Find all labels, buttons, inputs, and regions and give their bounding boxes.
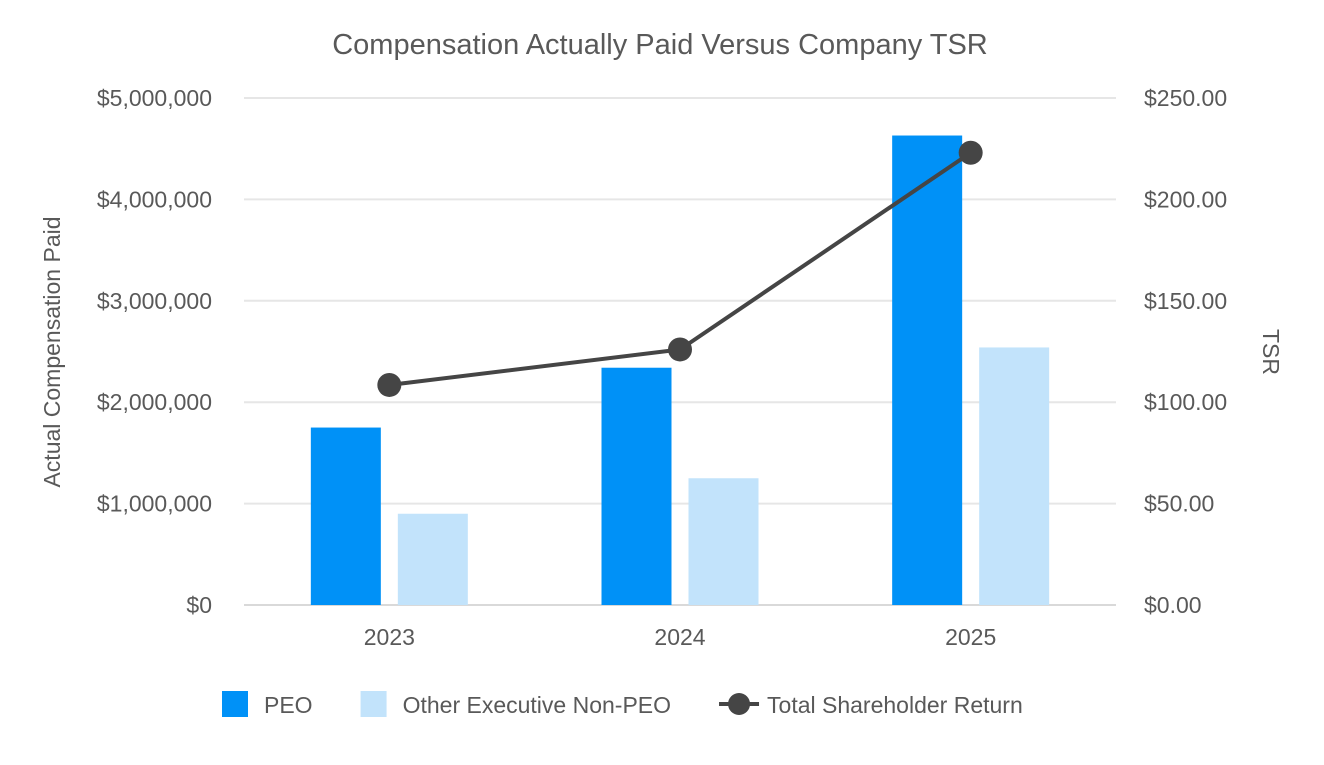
legend-swatch-tsr-marker xyxy=(728,693,751,715)
bar-peo-2023 xyxy=(310,427,381,605)
x-axis-ticks: 2023 2024 2025 xyxy=(364,624,997,650)
x-tick-label: 2023 xyxy=(364,624,415,650)
bar-peo-2024 xyxy=(601,367,672,605)
legend-swatch-peo xyxy=(222,691,248,717)
tsr-point-2024 xyxy=(668,337,692,362)
left-tick-label: $4,000,000 xyxy=(97,186,212,212)
legend-label: PEO xyxy=(264,692,313,718)
bar-non-peo-2023 xyxy=(397,513,468,605)
tsr-point-2023 xyxy=(377,372,402,397)
bar-non-peo-2025 xyxy=(979,347,1050,605)
gridlines xyxy=(244,97,1116,606)
right-axis-ticks: $0.00 $50.00 $100.00 $150.00 $200.00 $250.00 xyxy=(1144,85,1227,618)
legend: PEO Other Executive Non-PEO Total Sharehol… xyxy=(222,691,1023,718)
right-tick-label: $100.00 xyxy=(1144,389,1227,415)
right-axis-label: TSR xyxy=(1258,329,1284,375)
x-tick-label: 2025 xyxy=(945,624,996,650)
bars xyxy=(310,135,1050,605)
left-axis-label: Actual Compensation Paid xyxy=(39,216,65,487)
right-tick-label: $250.00 xyxy=(1144,85,1227,111)
bar-non-peo-2024 xyxy=(688,478,759,605)
bar-peo-2025 xyxy=(892,135,963,605)
legend-swatch-non-peo xyxy=(360,691,387,717)
left-tick-label: $0 xyxy=(186,592,212,618)
left-tick-label: $3,000,000 xyxy=(97,288,212,314)
chart-title: Compensation Actually Paid Versus Compan… xyxy=(332,29,988,61)
right-tick-label: $0.00 xyxy=(1144,592,1202,618)
tsr-line-series xyxy=(377,140,983,397)
left-tick-label: $2,000,000 xyxy=(97,389,212,415)
left-axis-ticks: $0 $1,000,000 $2,000,000 $3,000,000 $4,000,0… xyxy=(97,85,212,618)
right-tick-label: $50.00 xyxy=(1144,491,1214,517)
left-tick-label: $5,000,000 xyxy=(97,85,212,111)
legend-label: Other Executive Non-PEO xyxy=(403,692,671,718)
tsr-point-2025 xyxy=(958,140,983,165)
right-tick-label: $150.00 xyxy=(1144,288,1227,314)
x-tick-label: 2024 xyxy=(654,624,705,650)
right-tick-label: $200.00 xyxy=(1144,186,1227,212)
left-tick-label: $1,000,000 xyxy=(97,491,212,517)
legend-label: Total Shareholder Return xyxy=(767,692,1023,718)
